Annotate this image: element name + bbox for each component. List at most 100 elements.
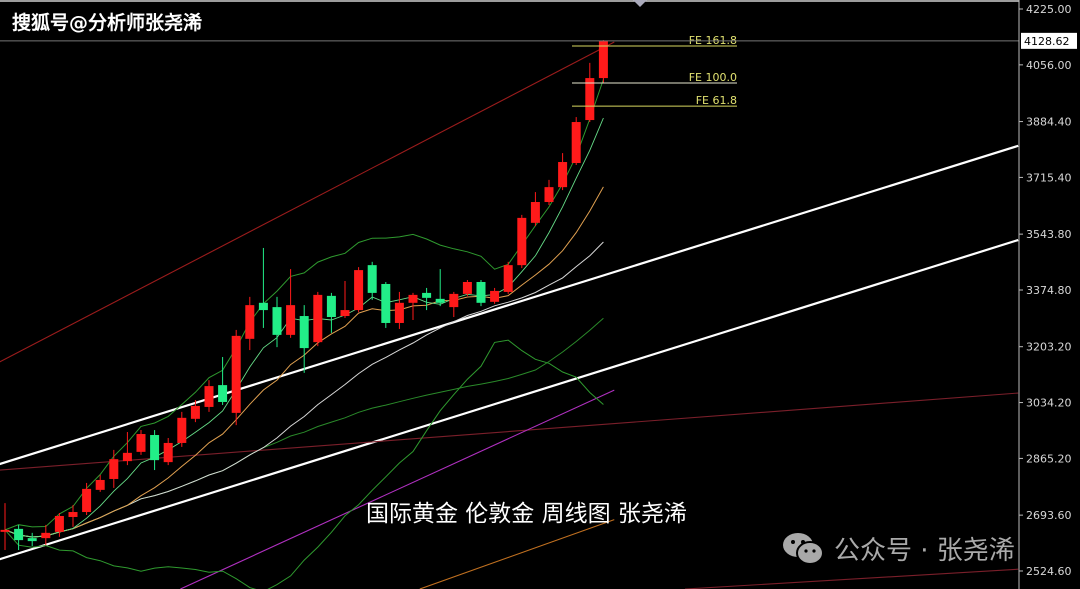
candle — [0, 503, 10, 551]
candle — [544, 179, 554, 205]
candle — [517, 214, 527, 269]
candle — [218, 357, 228, 405]
candle — [558, 153, 568, 191]
candle-body — [150, 435, 160, 461]
candle-body — [136, 434, 146, 452]
candle-body — [272, 307, 282, 335]
candle-body — [544, 187, 554, 203]
candle-body — [27, 538, 37, 542]
bollinger-upper-line — [4, 79, 604, 531]
candle-body — [340, 310, 350, 317]
candle — [462, 280, 472, 296]
wechat-icon — [782, 532, 826, 566]
candle-body — [177, 417, 187, 443]
candle-body — [585, 78, 595, 121]
watermark-bottom-right: 公众号 · 张尧浠 — [782, 530, 1015, 567]
trend-line-channel-lower — [0, 238, 1019, 561]
candle — [136, 430, 146, 455]
candle-body — [68, 512, 78, 517]
candle-body — [163, 442, 173, 463]
y-tick-label: 2865.20 — [1026, 452, 1072, 465]
candle-body — [0, 529, 10, 532]
candle — [41, 524, 51, 546]
trend-line-channel-upper — [0, 144, 1019, 466]
y-tick-label: 3374.80 — [1026, 284, 1072, 297]
y-tick-label: 4225.00 — [1026, 3, 1072, 16]
candle-body — [476, 281, 486, 303]
y-tick-label: 3034.20 — [1026, 397, 1072, 410]
candle-body — [530, 202, 540, 223]
candle-body — [286, 305, 296, 335]
current-price-label: 4128.62 — [1024, 35, 1070, 48]
y-tick-label: 3884.40 — [1026, 116, 1072, 129]
y-tick-label: 3715.40 — [1026, 171, 1072, 184]
candle-body — [598, 40, 608, 79]
trend-line-ma-orange-long — [419, 519, 615, 589]
candle — [245, 296, 255, 351]
candle — [449, 291, 459, 318]
candle-body — [190, 405, 200, 419]
candle — [150, 430, 160, 471]
candle-body — [313, 294, 323, 343]
shift-marker-icon — [633, 0, 647, 7]
trend-line-regression-upper — [0, 41, 615, 363]
candle — [435, 269, 445, 307]
candle-body — [258, 302, 268, 311]
candle-body — [299, 316, 309, 349]
candle — [190, 399, 200, 423]
candle-body — [41, 532, 51, 539]
candle — [354, 267, 364, 313]
y-tick-label: 4056.00 — [1026, 59, 1072, 72]
candle — [163, 437, 173, 466]
candle — [231, 329, 241, 426]
candle — [27, 532, 37, 547]
candle — [95, 475, 105, 492]
candle-body — [422, 292, 432, 298]
y-tick-label: 3543.80 — [1026, 228, 1072, 241]
candle — [503, 261, 513, 294]
y-tick-label: 3203.20 — [1026, 341, 1072, 354]
candle-body — [381, 283, 391, 323]
y-tick-label: 2524.60 — [1026, 565, 1072, 578]
candle — [286, 269, 296, 338]
candle-body — [95, 479, 105, 490]
candle — [381, 281, 391, 328]
candle — [571, 117, 581, 165]
watermark-top-left: 搜狐号@分析师张尧浠 — [12, 12, 203, 34]
candle-body — [245, 305, 255, 339]
candle — [68, 505, 78, 527]
candle-body — [354, 270, 364, 311]
trend-line-regression-lower — [684, 568, 1019, 589]
candle-body — [326, 295, 336, 318]
trend-line-ma-purple — [180, 389, 615, 589]
candle — [530, 192, 540, 227]
candle-body — [449, 293, 459, 308]
candle — [476, 280, 486, 307]
candle-body — [571, 122, 581, 164]
candle — [54, 513, 64, 537]
candle — [326, 292, 336, 333]
current-price-box — [1021, 32, 1077, 49]
candle — [340, 281, 350, 319]
candle-body — [462, 281, 472, 294]
candle — [422, 287, 432, 311]
candle — [367, 261, 377, 300]
candle-body — [558, 162, 568, 188]
chart-caption-watermark: 国际黄金 伦敦金 周线图 张尧浠 — [366, 501, 687, 527]
bollinger-lower-line — [4, 339, 604, 589]
candle-body — [54, 515, 64, 532]
candle-body — [517, 217, 527, 266]
candle — [313, 291, 323, 347]
candle — [14, 524, 24, 551]
candle — [408, 292, 418, 321]
candle — [177, 411, 187, 447]
candle-body — [204, 386, 214, 407]
candle-body — [122, 452, 132, 462]
y-tick-label: 2693.60 — [1026, 509, 1072, 522]
fibonacci-levels: FE 161.8FE 100.0FE 61.8 — [572, 34, 737, 107]
ma20-line — [4, 241, 604, 538]
candle — [258, 247, 268, 328]
candle-body — [503, 265, 513, 292]
